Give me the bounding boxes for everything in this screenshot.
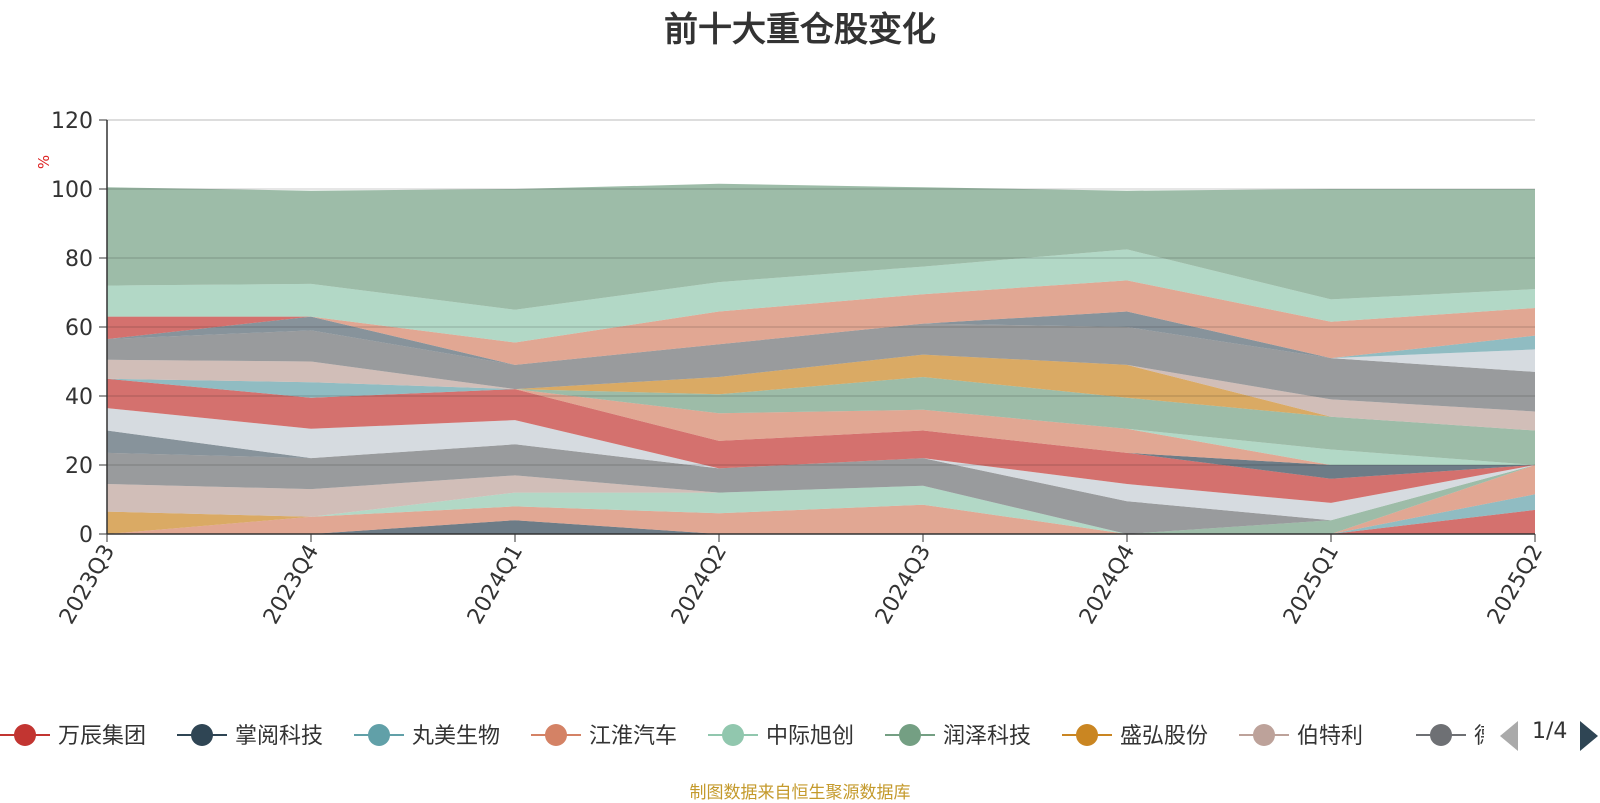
x-tick-label: 2024Q4 — [1075, 541, 1140, 629]
legend-label: 盛弘股份 — [1120, 724, 1209, 749]
x-tick-label: 2024Q1 — [463, 541, 528, 629]
legend-marker-icon — [354, 724, 404, 746]
footer-note: 制图数据来自恒生聚源数据库 — [689, 783, 911, 803]
area-series-5[interactable] — [107, 465, 1535, 534]
chart-title: 前十大重仓股变化 — [664, 10, 936, 50]
x-tick-label: 2023Q4 — [259, 541, 324, 629]
legend-prev-icon[interactable] — [1500, 721, 1518, 751]
legend-marker-icon — [0, 724, 50, 746]
area-series-16[interactable] — [107, 377, 1535, 465]
legend-marker-icon — [1062, 724, 1112, 746]
y-tick-label: 0 — [79, 523, 93, 548]
area-series-21[interactable] — [107, 311, 1535, 372]
x-tick-label: 2025Q2 — [1483, 541, 1548, 629]
area-series-20[interactable] — [107, 323, 1535, 412]
legend: 万辰集团 掌阅科技 丸美生物 江淮汽车 中际旭创 润泽科技 盛弘股份 伯特利 德 — [0, 715, 1600, 755]
area-series-2[interactable] — [107, 509, 1535, 534]
legend-label: 伯特利 — [1297, 724, 1364, 749]
legend-label: 中际旭创 — [766, 724, 855, 749]
legend-label: 掌阅科技 — [235, 724, 324, 749]
area-series-9[interactable] — [107, 444, 1535, 534]
area-series-27[interactable] — [107, 183, 1535, 310]
area-series-13[interactable] — [107, 378, 1535, 479]
legend-marker-icon — [1416, 724, 1466, 746]
area-series-17[interactable] — [107, 354, 1535, 431]
legend-marker-icon — [1239, 724, 1289, 746]
y-tick-label: 100 — [51, 178, 93, 203]
area-series-8[interactable] — [107, 465, 1535, 534]
legend-label: 润泽科技 — [943, 724, 1032, 749]
legend-label: 江淮汽车 — [589, 724, 678, 749]
area-series-19[interactable] — [107, 354, 1535, 431]
legend-label: 丸美生物 — [412, 724, 501, 749]
x-tick-label: 2024Q2 — [667, 541, 732, 629]
area-series-25[interactable] — [107, 280, 1535, 365]
area-series-24[interactable] — [107, 311, 1535, 365]
area-series-4[interactable] — [107, 465, 1535, 534]
legend-marker-icon — [177, 724, 227, 746]
x-tick-label: 2023Q3 — [55, 541, 120, 629]
grid-layer — [107, 119, 1535, 466]
legend-marker-icon — [531, 724, 581, 746]
legend-label: 万辰集团 — [58, 724, 147, 749]
y-tick-label: 80 — [65, 247, 93, 272]
y-axis-unit: % — [35, 155, 53, 169]
legend-items: 万辰集团 掌阅科技 丸美生物 江淮汽车 中际旭创 润泽科技 盛弘股份 伯特利 德 — [0, 715, 1484, 755]
legend-page-indicator: 1/4 — [1532, 719, 1568, 744]
x-tick-label: 2024Q3 — [871, 541, 936, 629]
stacked-area-chart: 0 20 40 60 80 100 120 2023Q3 2023Q4 2024Q1 2024Q2 2… — [35, 109, 1548, 629]
areas-layer — [107, 183, 1535, 534]
y-tick-label: 60 — [65, 316, 93, 341]
area-series-12[interactable] — [107, 378, 1535, 503]
area-series-1[interactable] — [107, 509, 1535, 534]
area-series-18[interactable] — [107, 354, 1535, 431]
area-series-15[interactable] — [107, 378, 1535, 465]
y-tick-label: 120 — [51, 109, 93, 134]
y-tick-label: 40 — [65, 385, 93, 410]
legend-pager: 1/4 — [1500, 715, 1600, 755]
x-tick-label: 2025Q1 — [1279, 541, 1344, 629]
area-series-26[interactable] — [107, 249, 1535, 343]
legend-next-icon[interactable] — [1580, 721, 1598, 751]
y-tick-label: 20 — [65, 454, 93, 479]
legend-marker-icon — [708, 724, 758, 746]
area-series-14[interactable] — [107, 378, 1535, 465]
legend-label: 德 — [1474, 718, 1484, 750]
area-series-11[interactable] — [107, 408, 1535, 521]
legend-marker-icon — [885, 724, 935, 746]
